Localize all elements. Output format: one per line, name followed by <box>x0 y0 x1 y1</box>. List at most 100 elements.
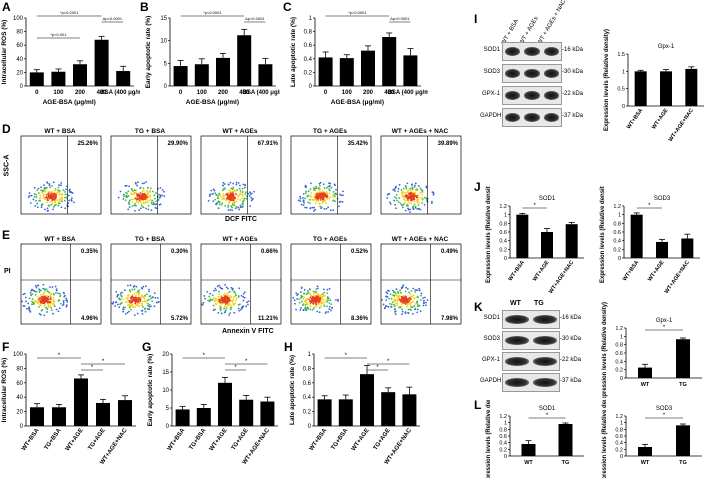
flow-event <box>413 200 416 203</box>
flow-event <box>242 201 244 204</box>
y-tick-label: 0 <box>20 84 24 90</box>
flow-event <box>212 192 214 195</box>
flow-event <box>208 295 211 298</box>
blot-band <box>505 113 521 122</box>
category-label: BSA (400 μg/ml) <box>243 90 280 96</box>
flow-event <box>397 295 400 298</box>
flow-event <box>314 202 317 205</box>
flow-event <box>309 198 311 201</box>
flow-event <box>136 184 139 187</box>
flow-event <box>212 188 215 191</box>
flow-event <box>155 192 157 194</box>
flow-event <box>329 195 331 198</box>
flow-event <box>122 298 125 301</box>
flow-event <box>47 209 50 212</box>
flow-event <box>404 290 407 293</box>
flow-event <box>242 292 245 295</box>
flow-event <box>323 301 326 304</box>
flow-event <box>396 304 399 307</box>
flow-event <box>47 191 50 193</box>
flow-event <box>51 200 54 203</box>
bar-chart-K-gpx1: 0 0.2 0.4 0.6 0.8 1 1.2 Expression levels (Rela… <box>602 302 702 398</box>
flow-event <box>213 289 215 292</box>
flow-event <box>313 189 316 191</box>
flow-event <box>397 290 399 293</box>
flow-event <box>52 181 55 184</box>
flow-event <box>35 290 38 293</box>
flow-event <box>123 289 126 292</box>
flow-event <box>335 299 337 301</box>
flow-event <box>323 291 326 294</box>
flow-event <box>253 190 256 193</box>
blot-kda-label: -37 kDa <box>562 112 584 119</box>
flow-event <box>122 197 125 200</box>
flow-event <box>37 187 40 190</box>
flow-event <box>57 201 60 204</box>
flow-event <box>42 296 45 299</box>
flow-event <box>333 193 336 195</box>
flow-event <box>148 308 151 311</box>
bar <box>73 64 87 86</box>
flow-event <box>223 292 226 295</box>
flow-event <box>46 181 49 184</box>
flow-event <box>304 185 307 188</box>
category-label: WT+BSA <box>309 427 329 452</box>
flow-event <box>416 303 419 306</box>
blot-kda-label: -37 kDa <box>560 377 582 384</box>
flow-event <box>400 286 403 289</box>
flow-event <box>329 299 332 302</box>
flow-event <box>314 187 317 190</box>
flow-event <box>306 298 309 301</box>
flow-event <box>317 197 320 200</box>
flow-event <box>305 293 308 295</box>
flow-event <box>30 194 33 197</box>
y-tick-label: 15 <box>160 16 167 22</box>
flow-event <box>319 304 322 307</box>
category-label: 200 <box>218 90 229 96</box>
flow-event <box>119 302 122 305</box>
flow-event <box>67 194 70 197</box>
flow-event <box>136 197 139 200</box>
flow-event <box>391 301 394 304</box>
gate-percentage: 67.91% <box>258 141 279 147</box>
flow-event <box>135 291 138 294</box>
bar <box>634 71 647 106</box>
flow-event <box>430 202 433 205</box>
flow-event <box>319 191 322 193</box>
flow-event <box>142 196 145 199</box>
flow-event <box>52 297 55 299</box>
flow-event <box>322 183 325 186</box>
flow-event <box>249 191 251 194</box>
flow-event <box>219 307 222 310</box>
flow-event <box>143 182 146 185</box>
flow-event <box>223 306 226 309</box>
flow-event <box>321 192 324 195</box>
flow-event <box>46 196 48 199</box>
flow-event <box>161 188 164 191</box>
bar <box>660 71 672 106</box>
flow-event <box>299 309 302 311</box>
flow-event <box>309 202 311 205</box>
flow-event <box>68 189 71 192</box>
y-tick-label: 0.6 <box>615 434 623 440</box>
flow-event <box>53 305 56 308</box>
gate-percentage: 35.42% <box>348 141 369 147</box>
flow-D-ylabel: SSC-A <box>3 154 11 177</box>
flow-event <box>126 294 129 297</box>
flow-event <box>316 293 319 295</box>
flow-event <box>239 184 241 187</box>
flow-event <box>27 302 30 305</box>
flow-event <box>212 200 215 203</box>
flow-event <box>303 300 306 302</box>
flow-event <box>41 189 44 192</box>
flow-event <box>408 202 411 204</box>
flow-event <box>320 298 323 301</box>
flow-event <box>137 193 140 196</box>
sig-label: * <box>546 413 549 419</box>
lower-right-percentage: 4.96% <box>81 316 99 322</box>
flow-event <box>399 299 401 301</box>
bar <box>402 394 417 426</box>
flow-event <box>330 186 333 189</box>
flow-event <box>46 290 49 293</box>
flow-event <box>396 298 399 301</box>
